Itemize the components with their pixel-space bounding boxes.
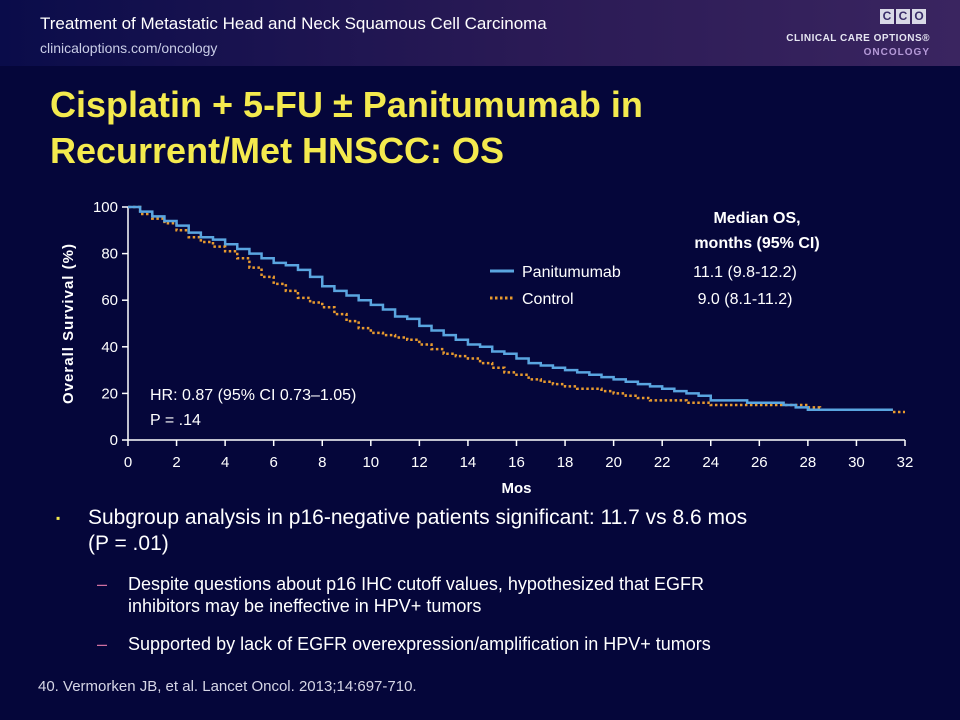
x-tick-label: 14 bbox=[460, 454, 477, 471]
y-tick-label: 80 bbox=[101, 246, 118, 263]
y-tick-label: 0 bbox=[110, 432, 118, 449]
header-url[interactable]: clinicaloptions.com/oncology bbox=[40, 40, 218, 56]
series-line-control bbox=[128, 205, 905, 414]
x-tick-label: 32 bbox=[897, 454, 914, 471]
x-tick-label: 2 bbox=[172, 454, 180, 471]
chart-lines bbox=[128, 205, 905, 414]
header-band bbox=[0, 0, 960, 66]
x-tick-label: 18 bbox=[557, 454, 574, 471]
y-tick-label: 40 bbox=[101, 339, 118, 356]
logo-letter: C bbox=[896, 9, 910, 24]
logo-subtext: ONCOLOGY bbox=[863, 47, 930, 58]
header-title: Treatment of Metastatic Head and Neck Sq… bbox=[40, 14, 547, 33]
bullet-line: (P = .01) bbox=[88, 532, 169, 555]
x-tick-label: 8 bbox=[318, 454, 326, 471]
legend-title: Median OS, bbox=[713, 210, 800, 227]
slide-title-line: Recurrent/Met HNSCC: OS bbox=[50, 130, 505, 171]
logo-letter: O bbox=[912, 9, 926, 24]
x-tick-label: 0 bbox=[124, 454, 132, 471]
bullet-marker-icon: ▪ bbox=[56, 511, 61, 525]
x-tick-label: 28 bbox=[800, 454, 817, 471]
x-tick-label: 12 bbox=[411, 454, 428, 471]
sub-bullet-line: inhibitors may be ineffective in HPV+ tu… bbox=[128, 596, 482, 616]
x-axis-label: Mos bbox=[502, 480, 532, 497]
logo-text: CLINICAL CARE OPTIONS® bbox=[786, 33, 930, 44]
y-axis-label: Overall Survival (%) bbox=[60, 243, 77, 404]
x-tick-label: 20 bbox=[605, 454, 622, 471]
series-line-panitumumab bbox=[128, 205, 893, 411]
legend-series-name: Panitumumab bbox=[522, 264, 621, 281]
p-value-annotation: P = .14 bbox=[150, 412, 201, 429]
x-tick-label: 6 bbox=[270, 454, 278, 471]
hr-annotation: HR: 0.87 (95% CI 0.73–1.05) bbox=[150, 387, 356, 404]
footnote: 40. Vermorken JB, et al. Lancet Oncol. 2… bbox=[38, 678, 417, 695]
x-tick-label: 26 bbox=[751, 454, 768, 471]
cco-logo: C C O bbox=[880, 9, 926, 24]
x-tick-label: 24 bbox=[702, 454, 719, 471]
bullet-line: Subgroup analysis in p16-negative patien… bbox=[88, 506, 748, 529]
legend-series-name: Control bbox=[522, 291, 574, 308]
logo-letter: C bbox=[880, 9, 894, 24]
sub-bullet: – Supported by lack of EGFR overexpressi… bbox=[52, 633, 932, 655]
legend-median-value: 9.0 (8.1-11.2) bbox=[698, 291, 793, 308]
chart-axes bbox=[122, 206, 906, 446]
sub-bullet: – Despite questions about p16 IHC cutoff… bbox=[52, 573, 932, 617]
slide-title: Cisplatin + 5-FU ± Panitumumab in Recurr… bbox=[50, 82, 910, 174]
y-tick-label: 60 bbox=[101, 292, 118, 309]
x-tick-label: 22 bbox=[654, 454, 671, 471]
bullet-main: ▪ Subgroup analysis in p16-negative pati… bbox=[52, 505, 932, 557]
legend-median-value: 11.1 (9.8-12.2) bbox=[693, 264, 797, 281]
y-tick-label: 20 bbox=[101, 385, 118, 402]
dash-icon: – bbox=[97, 634, 108, 654]
bullet-list: ▪ Subgroup analysis in p16-negative pati… bbox=[52, 505, 932, 655]
dash-icon: – bbox=[97, 574, 108, 594]
x-tick-label: 16 bbox=[508, 454, 525, 471]
sub-bullet-line: Supported by lack of EGFR overexpression… bbox=[128, 634, 711, 654]
x-tick-label: 30 bbox=[848, 454, 865, 471]
legend-title: months (95% CI) bbox=[694, 235, 819, 252]
sub-bullet-line: Despite questions about p16 IHC cutoff v… bbox=[128, 574, 704, 594]
x-tick-label: 4 bbox=[221, 454, 229, 471]
x-tick-label: 10 bbox=[362, 454, 379, 471]
y-tick-label: 100 bbox=[93, 199, 118, 216]
slide-title-line: Cisplatin + 5-FU ± Panitumumab in bbox=[50, 84, 643, 125]
